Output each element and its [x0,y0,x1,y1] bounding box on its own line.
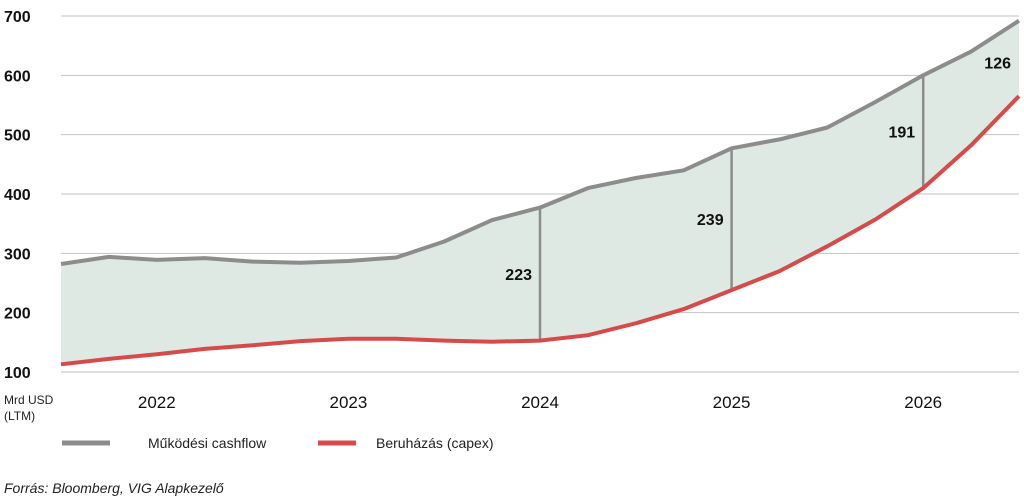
y-tick-label: 300 [4,246,31,263]
gap-value-label: 239 [697,212,724,229]
y-tick-label: 100 [4,365,31,382]
gap-annotation-lines [538,75,925,341]
source-note: Forrás: Bloomberg, VIG Alapkezelő [4,480,224,496]
y-tick-label: 600 [4,68,31,85]
gap-annotation-labels: 223 239 191 126 [505,56,1011,284]
y-tick-label: 400 [4,187,31,204]
legend-label-operating-cashflow: Működési cashflow [148,435,267,451]
unit-label-line-1: Mrd USD [4,393,54,407]
legend-label-capex: Beruházás (capex) [376,435,494,451]
series-lines [60,19,1021,367]
y-tick-label: 200 [4,306,31,323]
x-tick-label: 2024 [521,393,559,412]
gap-value-label: 223 [505,267,532,284]
y-tick-label: 700 [4,9,31,26]
y-tick-label: 500 [4,128,31,145]
legend: Működési cashflow Beruházás (capex) [62,435,494,451]
x-tick-label: 2023 [329,393,367,412]
gap-value-label: 126 [984,56,1011,73]
series-line-capex [60,94,1021,367]
y-axis: 700 600 500 400 300 200 100 [4,9,31,382]
series-line-operating-cashflow [60,19,1021,266]
x-tick-label: 2025 [713,393,751,412]
gap-fill-area [61,20,1019,365]
x-axis: 2022 2023 2024 2025 2026 [138,393,942,412]
x-tick-label: 2022 [138,393,176,412]
gap-value-label: 191 [888,125,915,142]
gap-area [61,20,1019,365]
x-tick-label: 2026 [904,393,942,412]
unit-label-line-2: (LTM) [4,409,35,423]
